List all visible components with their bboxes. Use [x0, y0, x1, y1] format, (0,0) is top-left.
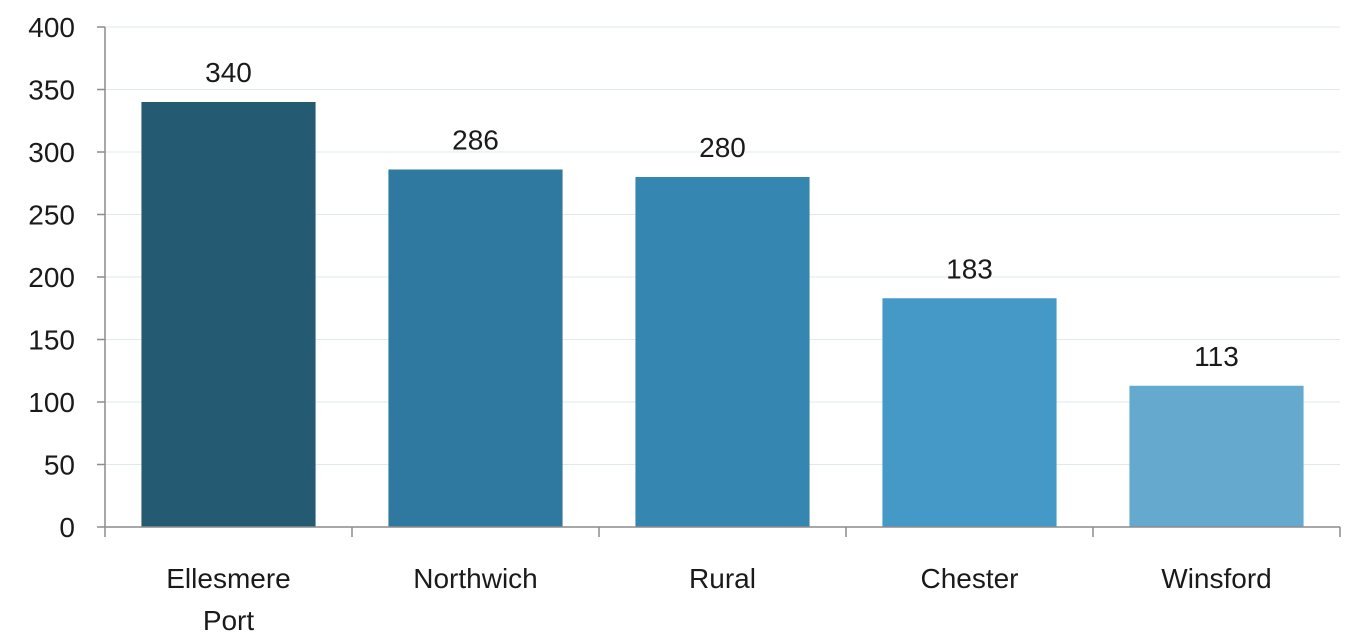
data-label: 113: [1194, 341, 1239, 372]
x-category-label: Ellesmere Port: [166, 563, 290, 633]
y-tick-label: 250: [28, 200, 75, 231]
x-category-label-line: Winsford: [1161, 563, 1271, 594]
bar: [388, 169, 563, 527]
y-tick-label: 400: [28, 12, 75, 43]
bar: [635, 177, 810, 527]
y-tick-labels: 0 50 100 150 200 250 300 350 400: [28, 12, 75, 543]
x-category-label: Winsford: [1161, 563, 1271, 594]
y-tick-label: 300: [28, 137, 75, 168]
bars: [141, 102, 1304, 527]
bar: [141, 102, 316, 527]
y-tick-label: 0: [59, 512, 75, 543]
bar: [1129, 385, 1304, 527]
data-label: 286: [452, 125, 499, 156]
x-category-label-line: Rural: [689, 563, 756, 594]
axes: [97, 26, 1341, 537]
bar: [882, 298, 1057, 527]
x-category-labels: Ellesmere Port Northwich Rural Chester Winsfo…: [166, 563, 1271, 633]
x-category-label: Chester: [920, 563, 1018, 594]
x-category-label: Rural: [689, 563, 756, 594]
x-category-label-line: Port: [203, 605, 255, 633]
data-labels: 340 286 280 183 113: [205, 57, 1239, 372]
y-tick-label: 50: [44, 450, 75, 481]
y-tick-label: 350: [28, 75, 75, 106]
x-category-label-line: Ellesmere: [166, 563, 290, 594]
x-category-label-line: Chester: [920, 563, 1018, 594]
y-tick-label: 100: [28, 387, 75, 418]
data-label: 183: [946, 253, 993, 284]
data-label: 340: [205, 57, 252, 88]
data-label: 280: [699, 132, 746, 163]
y-tick-label: 150: [28, 325, 75, 356]
y-tick-label: 200: [28, 262, 75, 293]
x-category-label: Northwich: [413, 563, 537, 594]
x-category-label-line: Northwich: [413, 563, 537, 594]
